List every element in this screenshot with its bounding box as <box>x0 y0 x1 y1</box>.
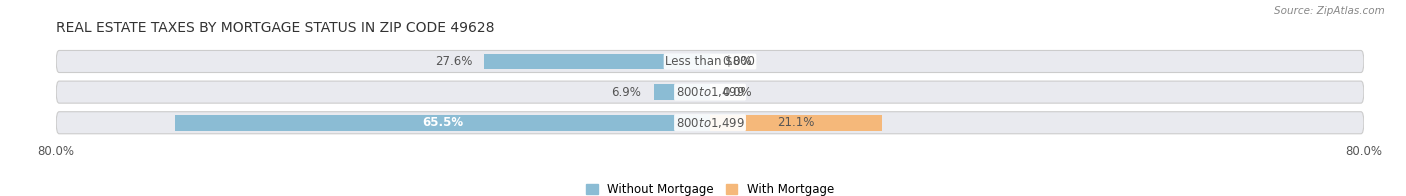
Text: 6.9%: 6.9% <box>612 86 641 99</box>
FancyBboxPatch shape <box>56 51 1364 73</box>
Text: 0.0%: 0.0% <box>723 55 752 68</box>
Text: REAL ESTATE TAXES BY MORTGAGE STATUS IN ZIP CODE 49628: REAL ESTATE TAXES BY MORTGAGE STATUS IN … <box>56 21 495 35</box>
Text: $800 to $1,499: $800 to $1,499 <box>675 116 745 130</box>
FancyBboxPatch shape <box>56 81 1364 103</box>
Text: 27.6%: 27.6% <box>434 55 472 68</box>
Text: 0.0%: 0.0% <box>723 86 752 99</box>
Text: 65.5%: 65.5% <box>422 116 463 129</box>
Legend: Without Mortgage, With Mortgage: Without Mortgage, With Mortgage <box>586 183 834 196</box>
Text: $800 to $1,499: $800 to $1,499 <box>675 85 745 99</box>
FancyBboxPatch shape <box>56 112 1364 134</box>
Text: Source: ZipAtlas.com: Source: ZipAtlas.com <box>1274 6 1385 16</box>
Text: 21.1%: 21.1% <box>778 116 815 129</box>
Bar <box>654 84 710 100</box>
Bar <box>485 54 710 69</box>
Bar <box>710 115 883 131</box>
Text: Less than $800: Less than $800 <box>665 55 755 68</box>
Bar <box>174 115 710 131</box>
